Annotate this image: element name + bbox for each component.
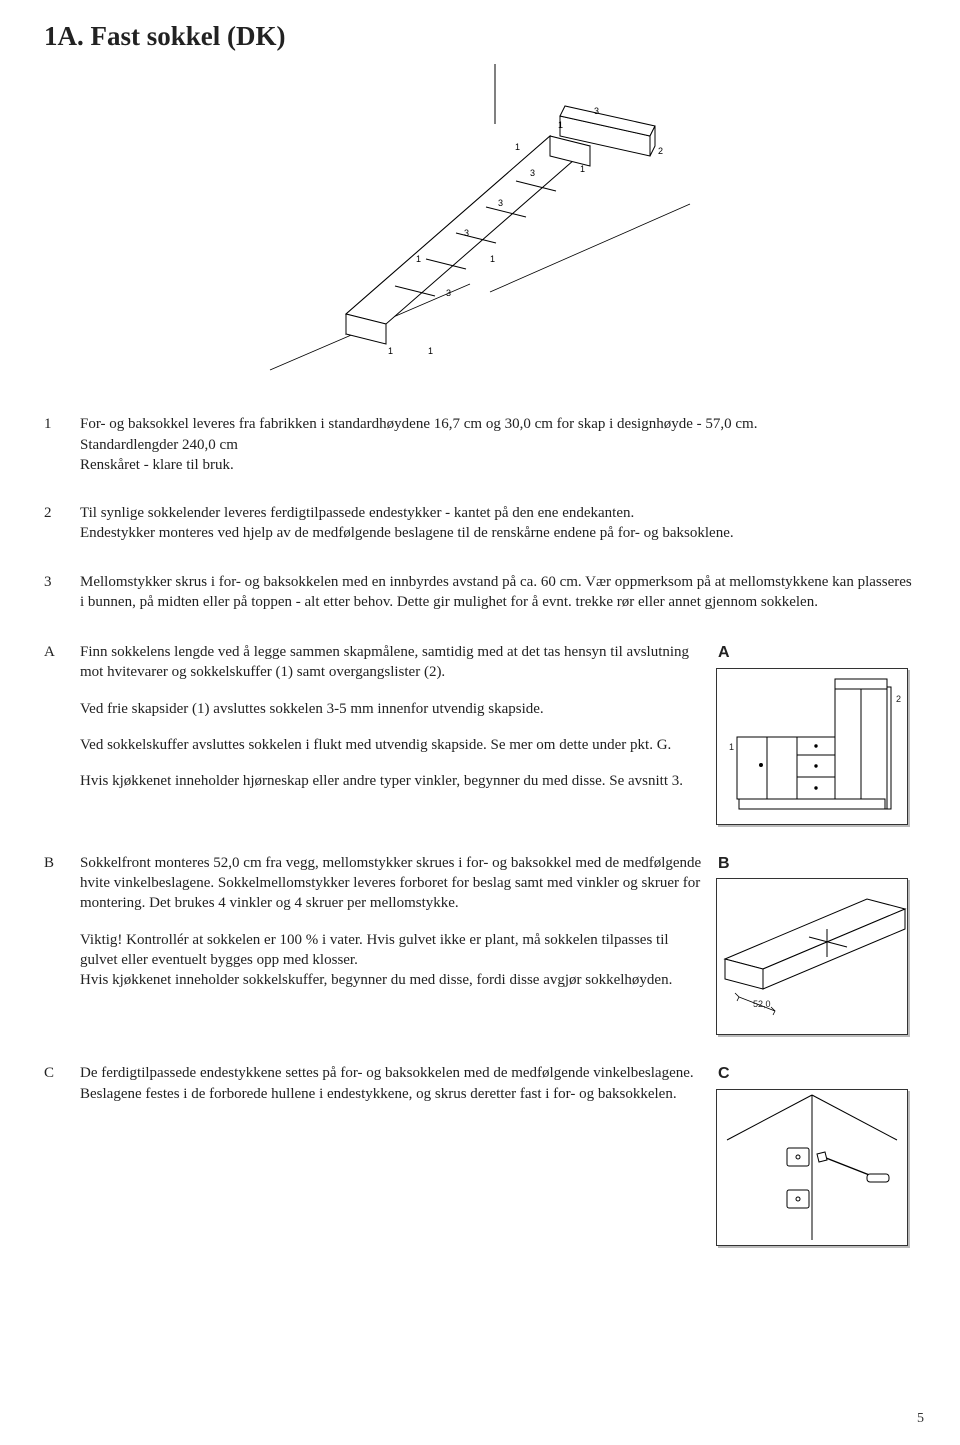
- svg-text:1: 1: [490, 254, 495, 264]
- svg-text:1: 1: [388, 346, 393, 356]
- svg-text:3: 3: [594, 106, 599, 116]
- figure-c: [716, 1089, 908, 1246]
- figure-column: B: [716, 853, 916, 1056]
- numbered-item: 2 Til synlige sokkelender leveres ferdig…: [44, 503, 916, 544]
- svg-text:1: 1: [515, 142, 520, 152]
- numbered-body: Mellomstykker skrus i for- og baksokkele…: [80, 572, 916, 613]
- svg-text:1: 1: [580, 164, 585, 174]
- figure-b-dim: 52,0: [753, 998, 771, 1010]
- page-number: 5: [917, 1410, 924, 1429]
- figure-column: C: [716, 1063, 916, 1266]
- lettered-item-b: B Sokkelfront monteres 52,0 cm fra vegg,…: [44, 853, 916, 1056]
- lettered-list: A Finn sokkelens lengde ved å legge samm…: [44, 642, 916, 1266]
- lettered-label: C: [44, 1063, 80, 1266]
- numbered-list: 1 For- og baksokkel leveres fra fabrikke…: [44, 414, 916, 612]
- paragraph: Ved frie skapsider (1) avsluttes sokkele…: [80, 699, 702, 719]
- lettered-item-a: A Finn sokkelens lengde ved å legge samm…: [44, 642, 916, 845]
- figure-label: C: [718, 1063, 916, 1085]
- paragraph: Finn sokkelens lengde ved å legge sammen…: [80, 642, 702, 683]
- figure-column: A: [716, 642, 916, 845]
- numbered-label: 1: [44, 414, 80, 475]
- numbered-body: For- og baksokkel leveres fra fabrikken …: [80, 414, 916, 475]
- lettered-body: Sokkelfront monteres 52,0 cm fra vegg, m…: [80, 853, 716, 1056]
- lettered-body: Finn sokkelens lengde ved å legge sammen…: [80, 642, 716, 845]
- page: 1A. Fast sokkel (DK): [0, 0, 960, 1445]
- figure-label: A: [718, 642, 916, 664]
- lettered-body: De ferdigtilpassede endestykkene settes …: [80, 1063, 716, 1266]
- figure-a: 1 2: [716, 668, 908, 825]
- figure-a-num-2: 2: [896, 693, 901, 705]
- svg-text:2: 2: [658, 146, 663, 156]
- paragraph: Ved sokkelskuffer avsluttes sokkelen i f…: [80, 735, 702, 755]
- numbered-item: 3 Mellomstykker skrus i for- og baksokke…: [44, 572, 916, 613]
- main-diagram: 1 1 1 1 1 1 1 3 2 3 3 3 3: [250, 64, 710, 384]
- lettered-item-c: C De ferdigtilpassede endestykkene sette…: [44, 1063, 916, 1266]
- svg-text:3: 3: [464, 228, 469, 238]
- svg-text:1: 1: [558, 120, 563, 130]
- lettered-label: A: [44, 642, 80, 845]
- paragraph: Hvis kjøkkenet inneholder hjørneskap ell…: [80, 771, 702, 791]
- numbered-label: 3: [44, 572, 80, 613]
- numbered-body: Til synlige sokkelender leveres ferdigti…: [80, 503, 916, 544]
- svg-text:1: 1: [428, 346, 433, 356]
- paragraph: Sokkelfront monteres 52,0 cm fra vegg, m…: [80, 853, 702, 914]
- figure-a-num-1: 1: [729, 741, 734, 753]
- paragraph: De ferdigtilpassede endestykkene settes …: [80, 1063, 702, 1104]
- svg-text:3: 3: [498, 198, 503, 208]
- figure-label: B: [718, 853, 916, 875]
- numbered-item: 1 For- og baksokkel leveres fra fabrikke…: [44, 414, 916, 475]
- page-title: 1A. Fast sokkel (DK): [44, 18, 916, 54]
- svg-text:3: 3: [530, 168, 535, 178]
- figure-b: 52,0: [716, 878, 908, 1035]
- paragraph: Viktig! Kontrollér at sokkelen er 100 % …: [80, 930, 702, 991]
- lettered-label: B: [44, 853, 80, 1056]
- svg-text:3: 3: [446, 288, 451, 298]
- svg-text:1: 1: [416, 254, 421, 264]
- numbered-label: 2: [44, 503, 80, 544]
